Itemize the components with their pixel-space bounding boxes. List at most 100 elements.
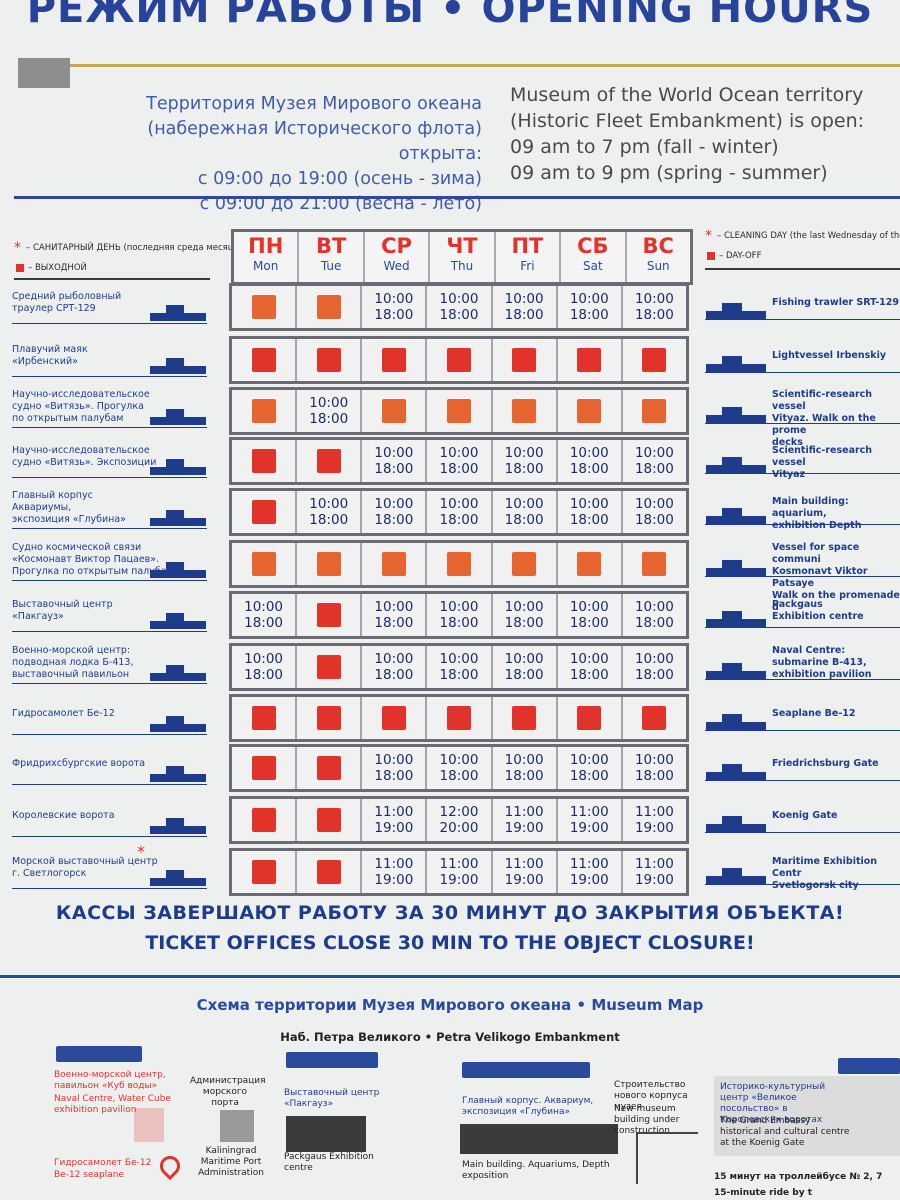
schedule-cell: 11:00 19:00 — [490, 851, 556, 893]
closing-note-en-line: TICKET OFFICES CLOSE 30 MIN TO THE OBJEC… — [145, 932, 755, 954]
hours-line: 18:00 — [439, 307, 479, 323]
dayoff-icon — [381, 399, 406, 423]
schedule-cell: 10:00 18:00 — [490, 440, 556, 482]
schedule-row: 10:00 18:00 10:00 18:00 10:00 18:00 10:00 18:00… — [229, 591, 689, 639]
venue-label-en-line: Vityaz — [772, 469, 806, 480]
opening-hours: 10:00 18:00 — [635, 651, 674, 683]
schedule-cell — [490, 543, 556, 585]
dayoff-icon — [251, 500, 276, 524]
hours-line: 20:00 — [439, 820, 479, 836]
schedule-cell — [295, 851, 360, 893]
dayoff-icon — [446, 399, 471, 423]
day-en-label: Sun — [646, 259, 670, 273]
gray-marker — [18, 58, 70, 88]
dayoff-icon — [251, 706, 276, 730]
hours-line: 18:00 — [374, 307, 414, 323]
dayoff-icon — [577, 706, 602, 730]
opening-hours: 10:00 18:00 — [374, 496, 413, 528]
hours-line: 18:00 — [374, 615, 414, 631]
venue-underline — [705, 524, 900, 525]
hours-line: 18:00 — [569, 768, 609, 784]
schedule-row: 11:00 19:00 11:00 19:00 11:00 19:00 11:00 19:00… — [229, 848, 689, 896]
intro-en-line: 09 am to 7 pm (fall - winter) — [510, 136, 779, 158]
hours-line: 18:00 — [374, 768, 414, 784]
schedule-row: 10:00 18:00 10:00 18:00 10:00 18:00 10:00 18:00… — [229, 744, 689, 792]
schedule-cell: 11:00 19:00 — [360, 799, 425, 841]
dayoff-icon — [642, 399, 667, 423]
schedule-cell: 10:00 18:00 — [425, 594, 490, 636]
hours-line: 10:00 — [309, 395, 349, 411]
opening-hours: 10:00 18:00 — [635, 752, 674, 784]
venue-label-ru-line: Судно космической связи — [12, 542, 142, 553]
venue-label-en: Fishing trawler SRT-129 — [772, 297, 900, 309]
dayoff-icon — [512, 706, 537, 730]
schedule-row: 10:00 18:00 10:00 18:00 10:00 18:00 10:00 18:00… — [229, 283, 689, 331]
dayoff-icon — [316, 348, 341, 372]
legend-en: * – CLEANING DAY (the last Wednesday of t… — [705, 226, 900, 266]
venue-underline — [705, 679, 900, 680]
opening-hours: 10:00 18:00 — [440, 496, 479, 528]
schedule-cell — [295, 339, 360, 381]
schedule-cell: 10:00 18:00 — [360, 646, 425, 688]
venue-silhouette-icon — [706, 671, 766, 679]
schedule-row — [229, 336, 689, 384]
venue-label-ru-line: траулер СРТ-129 — [12, 303, 96, 314]
venue-silhouette-icon — [166, 818, 184, 827]
day-en-label: Wed — [383, 259, 410, 273]
dayoff-icon — [316, 756, 341, 780]
venue-silhouette-icon — [166, 613, 184, 622]
schedule-cell: 10:00 18:00 — [555, 491, 621, 533]
schedule-cell: 10:00 18:00 — [360, 594, 425, 636]
map-new-en: New museum building under construction — [614, 1104, 680, 1136]
dayoff-icon — [316, 603, 341, 627]
venue-label-en: Naval Centre: submarine B-413, exhibition … — [772, 645, 900, 681]
legend-ru: * – САНИТАРНЫЙ ДЕНЬ (последняя среда меся… — [14, 238, 242, 278]
map-admin-en: Kaliningrad Maritime Port Administration — [198, 1146, 264, 1178]
venue-label-ru-line: по открытым палубам — [12, 413, 124, 424]
star-icon: * — [705, 228, 712, 244]
hours-line: 10:00 — [374, 291, 414, 307]
venue-silhouette-icon — [706, 722, 766, 730]
schedule-cell — [360, 339, 425, 381]
venue-label-ru-line: Главный корпус — [12, 490, 93, 501]
schedule-cell — [295, 646, 360, 688]
venue-silhouette-icon — [150, 724, 206, 732]
opening-hours: 10:00 18:00 — [244, 651, 283, 683]
map-divider — [0, 975, 900, 978]
hours-line: 11:00 — [374, 856, 414, 872]
day-header-cell: ЧТ Thu — [428, 232, 493, 282]
venue-label-ru: Военно-морской центр: подводная лодка Б-4… — [12, 645, 212, 681]
schedule-cell — [620, 390, 686, 432]
hours-line: 11:00 — [569, 856, 609, 872]
schedule-cell — [232, 543, 295, 585]
day-header-cell: СР Wed — [362, 232, 428, 282]
facility-icons — [462, 1062, 590, 1078]
schedule-cell — [295, 440, 360, 482]
dayoff-icon — [642, 348, 667, 372]
venue-silhouette-icon — [166, 305, 184, 314]
hours-line: 18:00 — [634, 768, 674, 784]
hours-line: 18:00 — [504, 461, 544, 477]
schedule-cell: 10:00 18:00 — [295, 390, 360, 432]
dayoff-icon — [642, 706, 667, 730]
hours-line: 10:00 — [374, 496, 414, 512]
opening-hours: 10:00 18:00 — [440, 651, 479, 683]
hours-line: 10:00 — [569, 445, 609, 461]
intro-en-line: Museum of the World Ocean territory — [510, 84, 864, 106]
day-en-label: Sat — [582, 259, 603, 273]
venue-silhouette-icon — [706, 465, 766, 473]
venue-silhouette-icon — [722, 356, 742, 365]
hours-line: 10:00 — [504, 599, 544, 615]
venue-label-ru-line: Гидросамолет Бе-12 — [12, 708, 115, 719]
hours-line: 18:00 — [374, 461, 414, 477]
hours-line: 11:00 — [634, 804, 674, 820]
hours-line: 19:00 — [439, 872, 479, 888]
opening-hours: 10:00 18:00 — [440, 445, 479, 477]
venue-label-en: Friedrichsburg Gate — [772, 758, 900, 770]
dayoff-icon — [251, 756, 276, 780]
schedule-cell — [360, 543, 425, 585]
schedule-cell: 10:00 18:00 — [232, 646, 295, 688]
dayoff-icon — [577, 348, 602, 372]
day-header-cell: ВТ Tue — [297, 232, 362, 282]
venue-label-en-line: Seaplane Be-12 — [772, 708, 856, 719]
